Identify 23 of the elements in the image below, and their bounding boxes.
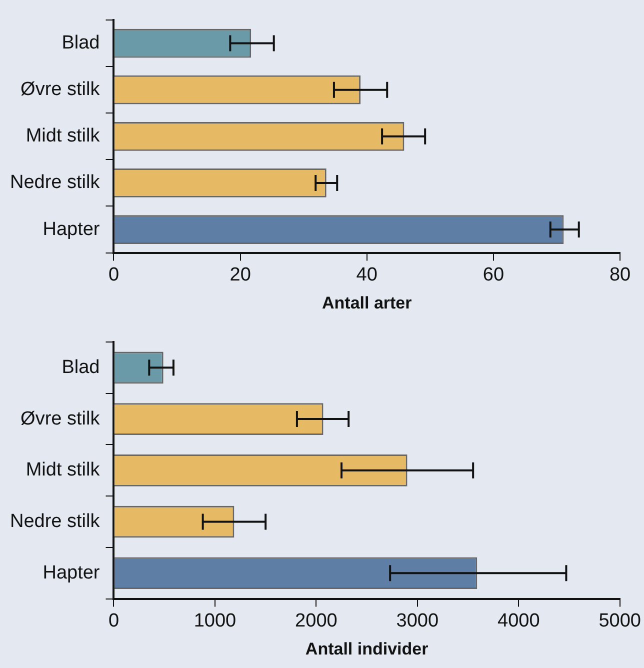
- y-tick-label: Midt stilk: [26, 460, 100, 481]
- y-tick-label: Nedre stilk: [10, 510, 100, 532]
- y-tick-label: Hapter: [42, 218, 100, 240]
- y-tick-label: Øvre stilk: [20, 408, 100, 430]
- x-tick-label: 2000: [295, 610, 338, 632]
- x-tick-label: 60: [482, 264, 504, 286]
- x-tick-label: 4000: [498, 610, 540, 632]
- x-tick-label: 20: [230, 264, 251, 286]
- x-tick-label: 40: [356, 264, 378, 286]
- x-tick-label: 5000: [598, 610, 642, 632]
- x-tick-label: 1000: [194, 610, 236, 632]
- x-tick-label: 3000: [396, 610, 439, 632]
- x-axis-title: Antall individer: [305, 639, 429, 658]
- y-tick-label: Blad: [62, 32, 100, 54]
- y-tick-label: Hapter: [42, 562, 100, 584]
- y-tick-label: Midt stilk: [26, 126, 100, 147]
- x-tick-label: 80: [609, 264, 631, 286]
- x-tick-label: 0: [108, 264, 120, 286]
- x-axis-title: Antall arter: [322, 293, 412, 312]
- y-tick-label: Nedre stilk: [10, 172, 100, 194]
- y-tick-label: Øvre stilk: [20, 79, 100, 100]
- y-tick-label: Blad: [62, 356, 100, 378]
- x-tick-label: 0: [108, 610, 120, 632]
